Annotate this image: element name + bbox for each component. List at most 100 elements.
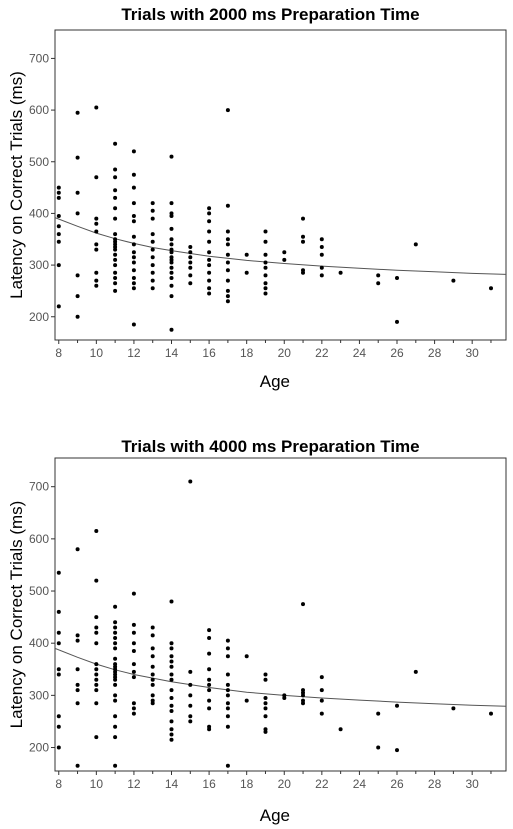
data-point bbox=[207, 211, 212, 216]
x-tick-label: 18 bbox=[240, 346, 254, 360]
data-point bbox=[131, 281, 136, 286]
data-point bbox=[395, 276, 399, 280]
data-point bbox=[376, 745, 381, 750]
data-point bbox=[225, 203, 230, 208]
plot-frame bbox=[54, 29, 507, 341]
data-point bbox=[113, 620, 118, 625]
data-point bbox=[150, 263, 155, 268]
data-point bbox=[113, 216, 118, 221]
x-tick-label: 10 bbox=[90, 346, 104, 360]
data-point bbox=[282, 250, 287, 255]
data-point bbox=[207, 698, 212, 703]
data-point bbox=[244, 654, 249, 659]
data-point bbox=[188, 250, 193, 255]
y-tick-label: 200 bbox=[29, 741, 49, 755]
data-point bbox=[131, 149, 136, 154]
data-point bbox=[56, 304, 61, 309]
data-point bbox=[188, 703, 193, 708]
data-point bbox=[282, 696, 287, 700]
data-point bbox=[263, 273, 268, 278]
y-tick-label: 500 bbox=[29, 584, 49, 598]
data-point bbox=[131, 630, 136, 635]
x-tick-label: 28 bbox=[428, 777, 442, 791]
data-point bbox=[94, 662, 99, 667]
data-point bbox=[225, 268, 230, 273]
data-point bbox=[263, 706, 268, 711]
data-point bbox=[169, 672, 174, 677]
data-point bbox=[56, 745, 61, 750]
x-tick-label: 24 bbox=[353, 777, 367, 791]
data-point bbox=[338, 270, 343, 275]
data-point bbox=[188, 693, 193, 698]
data-point bbox=[207, 206, 212, 211]
data-point bbox=[94, 175, 99, 180]
data-point bbox=[75, 547, 80, 552]
data-point bbox=[150, 677, 155, 682]
data-point bbox=[188, 245, 193, 249]
data-point bbox=[376, 273, 381, 278]
data-point bbox=[150, 270, 155, 275]
data-point bbox=[225, 654, 230, 659]
data-point bbox=[94, 701, 99, 706]
data-point bbox=[225, 108, 230, 113]
data-point bbox=[131, 591, 136, 596]
data-point bbox=[94, 270, 99, 275]
data-point bbox=[263, 701, 268, 706]
data-point bbox=[225, 294, 230, 299]
data-point bbox=[150, 701, 155, 706]
y-axis-label: Latency on Correct Trials (ms) bbox=[7, 501, 26, 729]
data-point bbox=[207, 667, 212, 672]
data-point bbox=[301, 701, 305, 706]
x-tick-label: 30 bbox=[465, 777, 479, 791]
data-point bbox=[150, 201, 155, 206]
data-point bbox=[75, 638, 80, 643]
data-point bbox=[150, 247, 155, 252]
data-point bbox=[169, 154, 174, 159]
data-point bbox=[131, 260, 136, 265]
data-point bbox=[188, 273, 193, 278]
data-point bbox=[188, 260, 193, 265]
data-point bbox=[94, 578, 99, 583]
data-point bbox=[113, 257, 118, 262]
data-point bbox=[94, 242, 99, 247]
data-point bbox=[263, 672, 268, 677]
data-point bbox=[319, 252, 324, 257]
data-point bbox=[263, 260, 268, 265]
data-point bbox=[113, 604, 118, 609]
data-point bbox=[263, 677, 268, 682]
data-point bbox=[188, 255, 193, 260]
data-point bbox=[169, 260, 174, 265]
x-tick-label: 10 bbox=[90, 777, 104, 791]
data-point bbox=[169, 654, 174, 659]
data-point bbox=[113, 636, 118, 640]
data-point bbox=[169, 677, 174, 682]
data-point bbox=[113, 232, 118, 237]
data-point bbox=[75, 273, 80, 278]
data-point bbox=[75, 294, 80, 299]
data-point bbox=[56, 214, 61, 218]
data-point bbox=[169, 237, 174, 242]
data-point bbox=[413, 242, 418, 247]
data-point bbox=[225, 278, 230, 283]
data-point bbox=[75, 667, 80, 672]
data-point bbox=[225, 714, 230, 719]
data-point bbox=[376, 711, 381, 716]
data-point bbox=[94, 630, 99, 635]
data-point bbox=[188, 719, 193, 724]
data-point bbox=[169, 646, 174, 651]
data-point bbox=[150, 633, 155, 638]
data-point bbox=[94, 688, 99, 693]
data-point bbox=[169, 664, 174, 669]
data-point bbox=[207, 257, 212, 262]
y-tick-label: 400 bbox=[29, 206, 49, 220]
data-point bbox=[131, 201, 136, 206]
x-tick-label: 26 bbox=[390, 346, 404, 360]
y-tick-label: 500 bbox=[29, 155, 49, 169]
data-point bbox=[395, 703, 399, 708]
data-point bbox=[150, 672, 155, 677]
data-point bbox=[169, 719, 174, 724]
y-tick-label: 600 bbox=[29, 103, 49, 117]
data-point bbox=[56, 714, 61, 719]
data-point bbox=[169, 201, 174, 206]
